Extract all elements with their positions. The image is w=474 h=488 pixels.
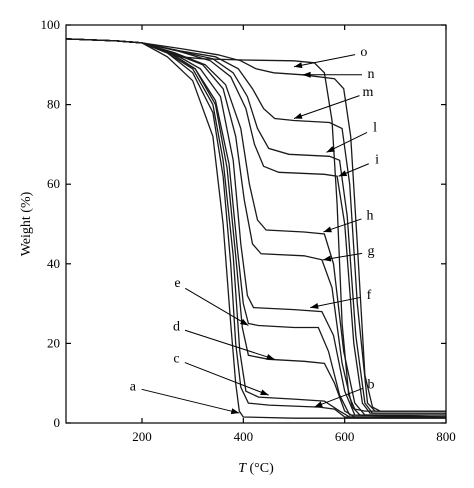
- curve-n: [65, 38, 446, 412]
- curve-label-n: n: [368, 67, 375, 82]
- arrows-layer: [141, 54, 369, 415]
- arrow-g: [322, 252, 363, 262]
- arrow-n: [302, 71, 363, 78]
- curve-h: [65, 38, 446, 416]
- arrow-a: [141, 388, 240, 415]
- curve-labels-layer: a b c d e f g h i l mno: [130, 45, 379, 394]
- arrow-h: [323, 218, 362, 233]
- x-tick-label-400: 400: [234, 429, 254, 444]
- arrow-m: [293, 95, 360, 120]
- curve-label-m: m: [363, 85, 374, 100]
- curve-label-o: o: [360, 45, 367, 60]
- curve-label-g: g: [368, 244, 375, 259]
- x-axis-title-rest: (°C): [246, 461, 274, 476]
- curve-label-i: i: [375, 153, 379, 168]
- y-tick-label-20: 20: [47, 335, 60, 350]
- x-axis-title: T (°C): [238, 461, 274, 476]
- arrow-b: [314, 387, 363, 408]
- curve-label-a: a: [130, 379, 137, 394]
- arrow-d: [184, 329, 275, 360]
- curve-label-e: e: [174, 276, 180, 291]
- y-tick-label-60: 60: [47, 176, 60, 191]
- arrow-l: [326, 131, 368, 153]
- x-tick-label-200: 200: [132, 429, 152, 444]
- curve-label-h: h: [367, 208, 374, 223]
- curve-label-c: c: [173, 352, 179, 367]
- x-tick-label-600: 600: [335, 429, 355, 444]
- arrow-c: [184, 362, 269, 396]
- arrow-e: [184, 287, 249, 326]
- y-tick-label-80: 80: [47, 97, 60, 112]
- arrow-i: [338, 163, 369, 177]
- curve-label-b: b: [368, 377, 375, 392]
- y-tick-label-40: 40: [47, 256, 60, 271]
- y-tick-label-100: 100: [41, 17, 61, 32]
- arrow-f: [310, 296, 361, 309]
- x-axis-title-italic: T: [238, 461, 247, 476]
- curves-layer: [65, 38, 447, 419]
- curve-m: [65, 38, 446, 412]
- plot-frame: [65, 24, 447, 424]
- curve-label-l: l: [373, 121, 377, 136]
- x-axis-ticks: 200 400 600 800: [132, 25, 456, 444]
- y-tick-label-0: 0: [54, 415, 61, 430]
- curve-label-f: f: [367, 288, 372, 303]
- curve-label-d: d: [173, 320, 180, 335]
- y-axis-title: Weight (%): [19, 191, 34, 256]
- arrow-o: [293, 54, 356, 69]
- x-tick-label-800: 800: [436, 429, 456, 444]
- y-axis-ticks: 0 20 40 60 80 100: [41, 17, 446, 430]
